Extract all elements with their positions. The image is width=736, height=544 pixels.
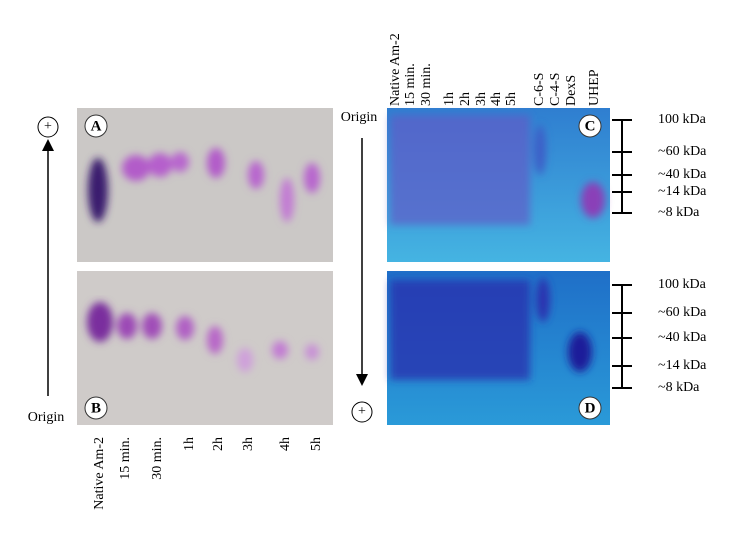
positive-circle <box>351 401 373 423</box>
marker-label: ~40 kDa <box>658 330 707 345</box>
panel-label: D <box>585 400 596 416</box>
lane-label: C-6-S <box>532 73 547 106</box>
marker-label: ~8 kDa <box>658 380 700 395</box>
lane-label: C-4-S <box>548 73 563 106</box>
positive-right: + <box>358 404 366 419</box>
panel-badge <box>84 396 108 420</box>
marker-label: ~60 kDa <box>658 305 707 320</box>
lane-label: 2h <box>458 92 473 106</box>
spots-b <box>87 302 319 372</box>
lane-label: 1h <box>442 92 457 106</box>
origin-left: Origin <box>28 410 65 425</box>
panel-label: C <box>585 118 596 134</box>
panel-badge <box>578 396 602 420</box>
lane-label: 15 min. <box>118 437 133 480</box>
lane-label: 3h <box>241 437 256 451</box>
lane-label: 30 min. <box>419 63 434 106</box>
lane-label: 4h <box>489 92 504 106</box>
lane-label: 1h <box>182 437 197 451</box>
positive-circle <box>37 116 59 138</box>
gel-a <box>77 108 333 262</box>
marker-label: ~60 kDa <box>658 144 707 159</box>
marker-label: ~8 kDa <box>658 205 700 220</box>
lane-label: 5h <box>504 92 519 106</box>
panel-label: A <box>91 118 102 134</box>
lane-label: UHEP <box>587 69 602 106</box>
bands-c <box>390 115 605 225</box>
positive-left: + <box>44 119 52 134</box>
lane-label: 3h <box>474 92 489 106</box>
lane-label: 30 min. <box>150 437 165 480</box>
lane-label: 5h <box>309 437 324 451</box>
marker-label: 100 kDa <box>658 277 707 292</box>
lane-label: DexS <box>564 75 579 106</box>
lane-label: Native Am-2 <box>92 437 107 510</box>
spots-a <box>88 148 320 222</box>
marker-label: ~14 kDa <box>658 184 707 199</box>
panel-badge <box>578 114 602 138</box>
marker-label: ~40 kDa <box>658 167 707 182</box>
gel-b <box>77 271 333 425</box>
origin-right: Origin <box>341 110 378 125</box>
bands-d <box>390 278 592 380</box>
panel-badge <box>84 114 108 138</box>
lane-label: 15 min. <box>403 63 418 106</box>
marker-label: 100 kDa <box>658 112 707 127</box>
marker-label: ~14 kDa <box>658 358 707 373</box>
lane-label: Native Am-2 <box>388 33 403 106</box>
lane-label: 2h <box>211 437 226 451</box>
panel-label: B <box>91 400 101 416</box>
lane-label: 4h <box>278 437 293 451</box>
